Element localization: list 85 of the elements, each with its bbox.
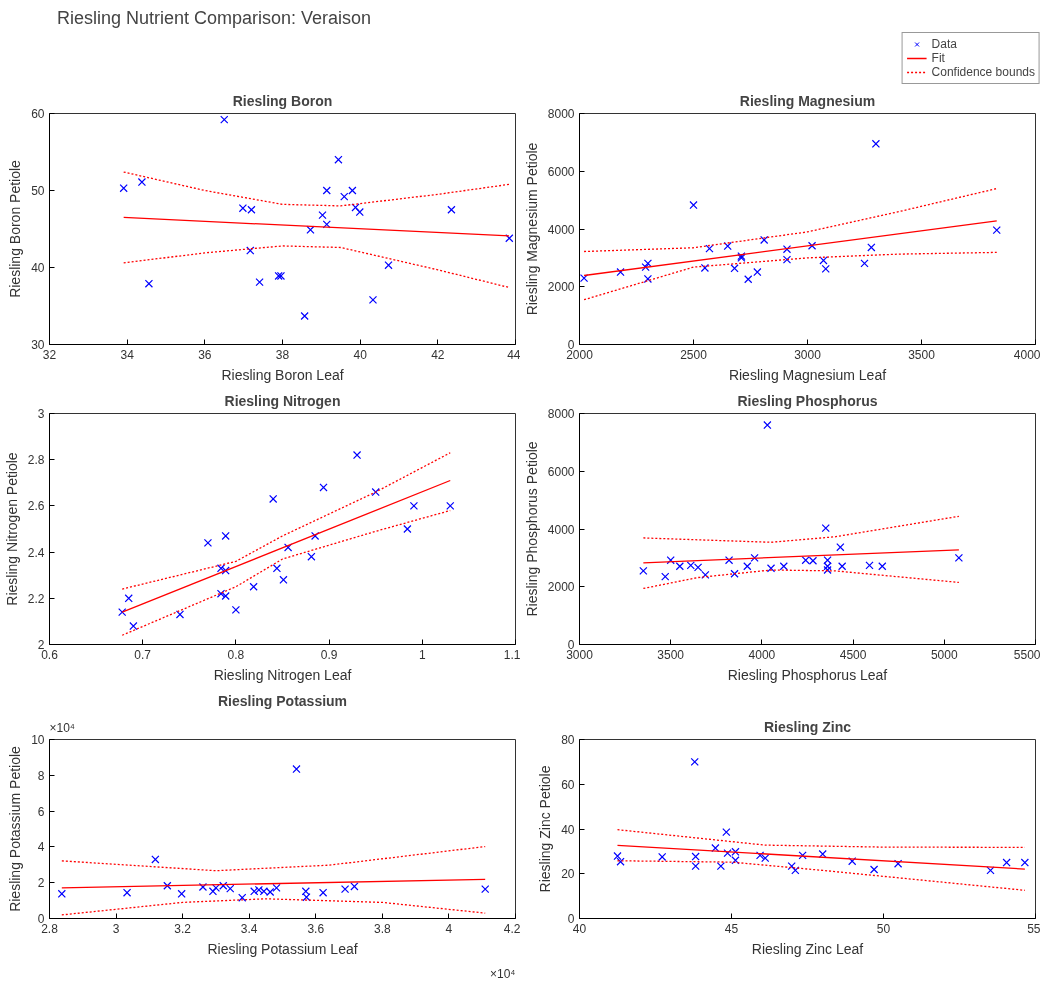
y-tick-label: 40 bbox=[31, 261, 45, 275]
x-tick-label: 38 bbox=[275, 347, 290, 362]
y-tick-label: 0 bbox=[567, 338, 575, 352]
y-tick-label: 0 bbox=[567, 638, 575, 652]
x-tick-label: 4500 bbox=[839, 647, 867, 662]
y-tick-label: 2.6 bbox=[27, 499, 45, 514]
y-tick-label: 4 bbox=[37, 840, 45, 855]
x-tick-label: 3000 bbox=[794, 347, 822, 362]
y-axis-title: Riesling Boron Petiole bbox=[7, 159, 24, 298]
y-tick-label: 50 bbox=[31, 184, 45, 198]
chart-title: Riesling Boron bbox=[232, 92, 333, 109]
y-tick-label: 8000 bbox=[547, 407, 575, 421]
x-tick-label: 0.7 bbox=[134, 647, 152, 662]
x-tick-label: 4 bbox=[445, 921, 453, 936]
chart-title: Riesling Zinc bbox=[763, 718, 852, 735]
y-tick-label: 4000 bbox=[547, 222, 575, 237]
y-tick-label: 80 bbox=[561, 733, 575, 747]
y-tick-label: 20 bbox=[561, 867, 575, 882]
y-tick-label: 40 bbox=[561, 822, 575, 837]
y-axis-title: Riesling Magnesium Petiole bbox=[523, 142, 540, 316]
x-tick-label: 5500 bbox=[1013, 647, 1041, 662]
x-tick-label: 0.9 bbox=[320, 647, 338, 662]
y-tick-label: 3 bbox=[37, 407, 45, 421]
x-tick-label: 1 bbox=[418, 647, 426, 662]
y-tick-label: 60 bbox=[561, 777, 575, 792]
text: ×10⁴ bbox=[489, 966, 516, 981]
x-tick-label: 0.6 bbox=[41, 647, 59, 662]
x-tick-label: 0.8 bbox=[227, 647, 245, 662]
legend-label: Fit bbox=[931, 51, 946, 65]
x-tick-label: 5000 bbox=[930, 647, 958, 662]
y-axis-title: Riesling Nitrogen Petiole bbox=[3, 452, 20, 606]
y-tick-label: 6000 bbox=[547, 464, 575, 479]
y-tick-label: 8 bbox=[37, 768, 45, 783]
y-tick-label: 6 bbox=[37, 804, 45, 819]
y-tick-label: 2.4 bbox=[27, 545, 45, 560]
chart-title: Riesling Nitrogen bbox=[224, 392, 341, 409]
x-axis-title: Riesling Boron Leaf bbox=[221, 366, 344, 383]
legend-label: Data bbox=[931, 37, 957, 51]
y-axis-title: Riesling Phosphorus Petiole bbox=[523, 441, 540, 617]
x-axis-title: Riesling Phosphorus Leaf bbox=[727, 666, 888, 683]
y-tick-label: 4000 bbox=[547, 522, 575, 537]
y-tick-label: 2000 bbox=[547, 580, 575, 595]
x-tick-label: 40 bbox=[353, 347, 368, 362]
x-tick-label: 3500 bbox=[908, 347, 936, 362]
x-tick-label: 3.8 bbox=[374, 921, 392, 936]
text: ×10⁴ bbox=[49, 720, 76, 735]
x-tick-label: 44 bbox=[507, 347, 521, 362]
x-axis-title: Riesling Magnesium Leaf bbox=[728, 366, 887, 383]
x-tick-label: 3500 bbox=[657, 647, 685, 662]
x-tick-label: 1.1 bbox=[503, 647, 521, 662]
x-tick-label: 4000 bbox=[1013, 347, 1041, 362]
x-axis-title: Riesling Zinc Leaf bbox=[751, 940, 864, 957]
x-tick-label: 45 bbox=[724, 921, 739, 936]
chart-title: Riesling Potassium bbox=[217, 692, 348, 709]
y-axis-title: Riesling Zinc Petiole bbox=[537, 765, 554, 893]
x-tick-label: 4.2 bbox=[503, 921, 521, 936]
x-tick-label: 4000 bbox=[748, 647, 776, 662]
x-tick-label: 3.2 bbox=[174, 921, 192, 936]
y-tick-label: 60 bbox=[31, 107, 45, 121]
y-tick-label: 8000 bbox=[547, 107, 575, 121]
x-tick-label: 55 bbox=[1027, 921, 1041, 936]
legend-label: Confidence bounds bbox=[931, 65, 1035, 79]
x-tick-label: 42 bbox=[431, 347, 445, 362]
y-tick-label: 2000 bbox=[547, 280, 575, 295]
y-tick-label: 2.2 bbox=[27, 591, 45, 606]
x-tick-label: 2500 bbox=[680, 347, 708, 362]
text: Riesling Nutrient Comparison: Veraison bbox=[56, 7, 372, 28]
x-tick-label: 34 bbox=[120, 347, 135, 362]
x-tick-label: 36 bbox=[198, 347, 212, 362]
y-tick-label: 10 bbox=[31, 733, 45, 747]
chart-title: Riesling Magnesium bbox=[739, 92, 876, 109]
y-tick-label: 30 bbox=[31, 338, 45, 352]
y-axis-title: Riesling Potassium Petiole bbox=[7, 745, 24, 912]
y-tick-label: 2 bbox=[37, 876, 45, 891]
y-tick-label: 6000 bbox=[547, 164, 575, 179]
y-tick-label: 0 bbox=[567, 912, 575, 926]
x-axis-title: Riesling Nitrogen Leaf bbox=[213, 666, 352, 683]
chart-title: Riesling Phosphorus bbox=[737, 392, 878, 409]
y-tick-label: 2.8 bbox=[27, 453, 45, 468]
x-tick-label: 3.4 bbox=[240, 921, 258, 936]
y-tick-label: 0 bbox=[37, 912, 45, 926]
x-axis-title: Riesling Potassium Leaf bbox=[207, 940, 358, 957]
x-tick-label: 3.6 bbox=[307, 921, 325, 936]
x-tick-label: 50 bbox=[876, 921, 891, 936]
x-tick-label: 3 bbox=[112, 921, 120, 936]
